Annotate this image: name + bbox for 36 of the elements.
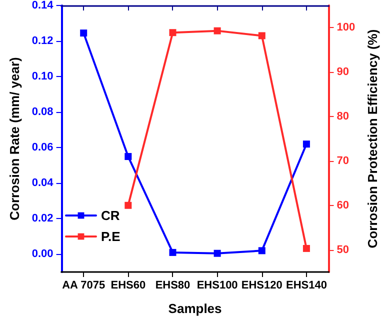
y2-tick-label: 70 — [336, 154, 349, 167]
point — [124, 153, 132, 160]
y-tick-label: 0.02 — [32, 212, 54, 225]
legend-label: P.E — [101, 229, 121, 244]
point — [258, 32, 266, 40]
point — [302, 244, 310, 252]
point — [258, 247, 266, 254]
y-tick-label: 0.06 — [32, 142, 54, 154]
point — [302, 140, 310, 148]
x-tick-label: EHS100 — [196, 280, 238, 292]
y-tick-label: 0.10 — [32, 70, 54, 83]
y2-tick-label: 90 — [336, 66, 349, 78]
x-tick-label: EHS140 — [286, 280, 327, 292]
point — [214, 250, 221, 257]
y-tick-label: 0.00 — [32, 248, 54, 260]
y2-tick-label: 60 — [336, 199, 349, 212]
point — [80, 30, 88, 37]
point — [214, 27, 221, 34]
y2-tick-label: 50 — [336, 244, 349, 256]
y2-axis-title: Corrosion Protection Efficiency (%) — [365, 29, 380, 248]
point — [169, 248, 176, 256]
y-tick-label: 0.08 — [32, 106, 54, 118]
y-tick-label: 0.14 — [32, 0, 54, 12]
legend-label: CR — [101, 208, 120, 223]
x-tick-label: EHS60 — [110, 280, 146, 292]
point — [124, 202, 132, 209]
x-tick-label: EHS80 — [155, 280, 190, 292]
x-axis-title: Samples — [168, 301, 222, 316]
point — [169, 29, 176, 36]
y-axis-title: Corrosion Rate (mm/ year) — [7, 57, 22, 220]
x-tick-label: EHS120 — [241, 280, 282, 292]
y2-tick-label: 80 — [336, 110, 349, 123]
y-tick-label: 0.12 — [32, 35, 54, 48]
y-tick-label: 0.04 — [32, 177, 54, 190]
x-tick-label: AA 7075 — [62, 280, 106, 292]
y2-tick-label: 100 — [336, 22, 356, 34]
